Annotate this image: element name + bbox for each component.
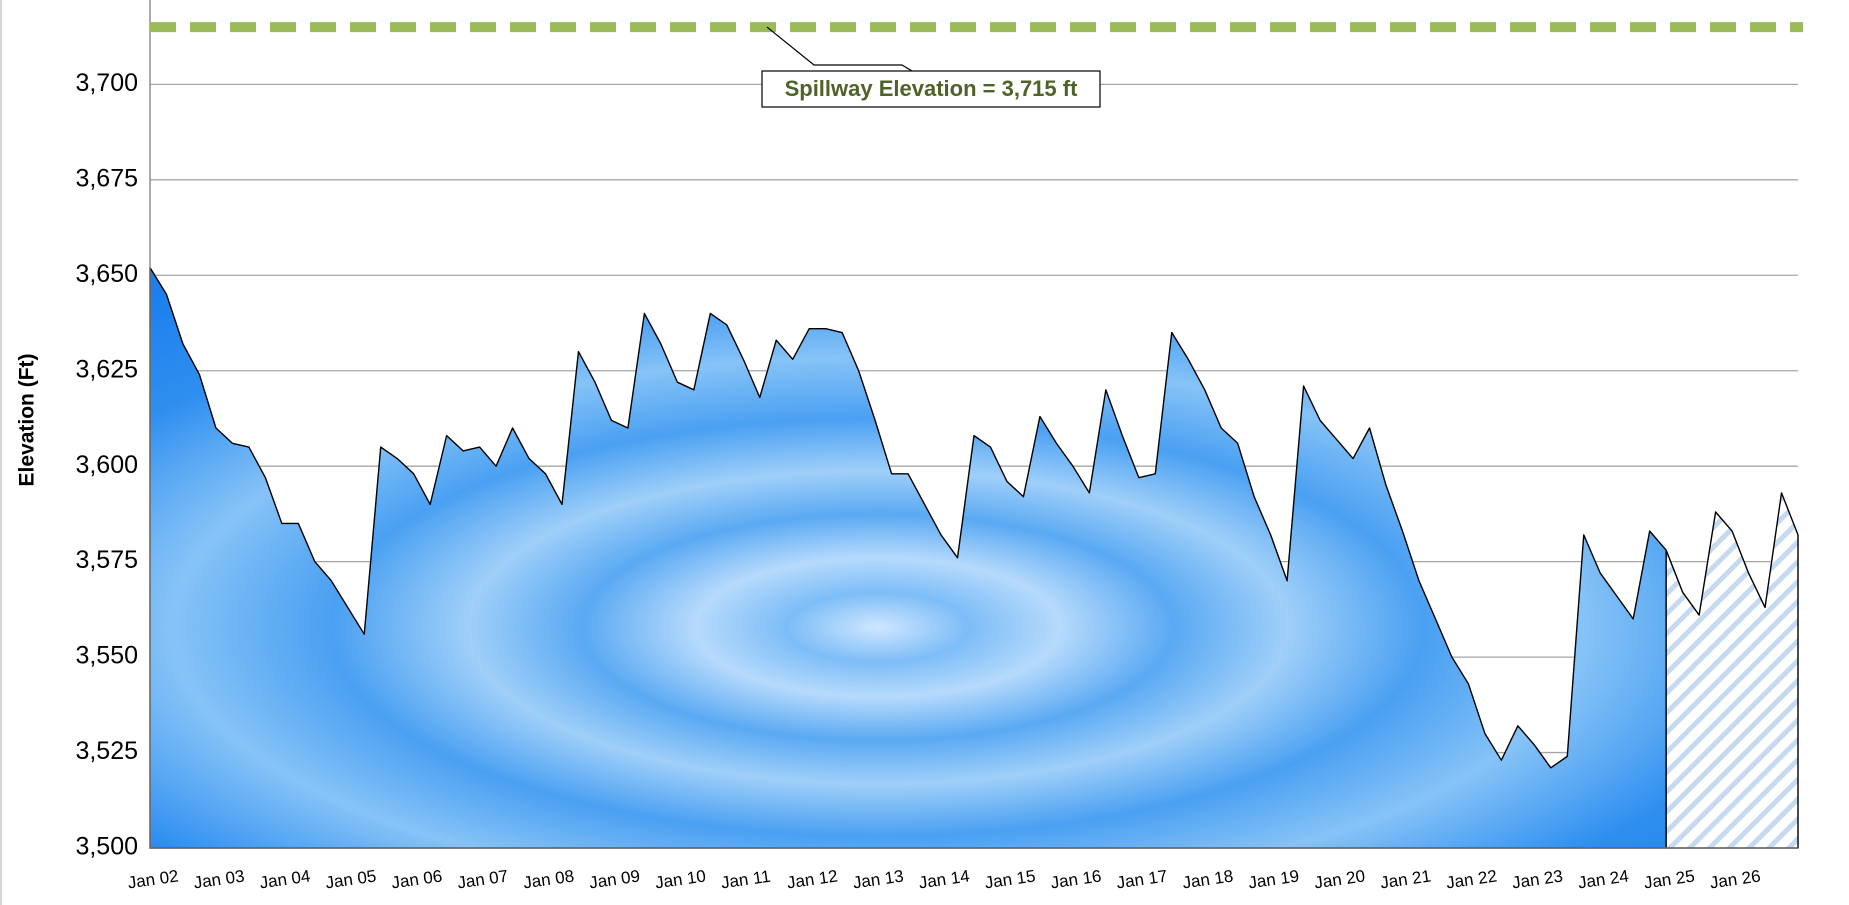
y-tick-label: 3,675	[75, 164, 138, 192]
callout-label: Spillway Elevation = 3,715 ft	[785, 76, 1079, 101]
callout-box	[761, 70, 1101, 108]
y-tick-label: 3,525	[75, 737, 138, 765]
callout-leader	[766, 26, 913, 72]
y-tick-label: 3,500	[75, 833, 138, 861]
elevation-area	[149, 266, 1667, 849]
plot	[149, 266, 1799, 849]
y-tick-label: 3,650	[75, 260, 138, 288]
y-tick-label: 3,625	[75, 355, 138, 383]
y-tick-label: 3,600	[75, 451, 138, 479]
y-axis-label: Elevation (Ft)	[16, 353, 39, 486]
y-tick-label: 3,575	[75, 546, 138, 574]
y-tick-label: 3,550	[75, 642, 138, 670]
axes: 3,500 3,525 3,550 3,575 3,600 3,625 3,650 3,675…	[0, 0, 1803, 905]
forecast-area	[1665, 492, 1799, 849]
y-tick-label: 3,700	[75, 69, 138, 97]
